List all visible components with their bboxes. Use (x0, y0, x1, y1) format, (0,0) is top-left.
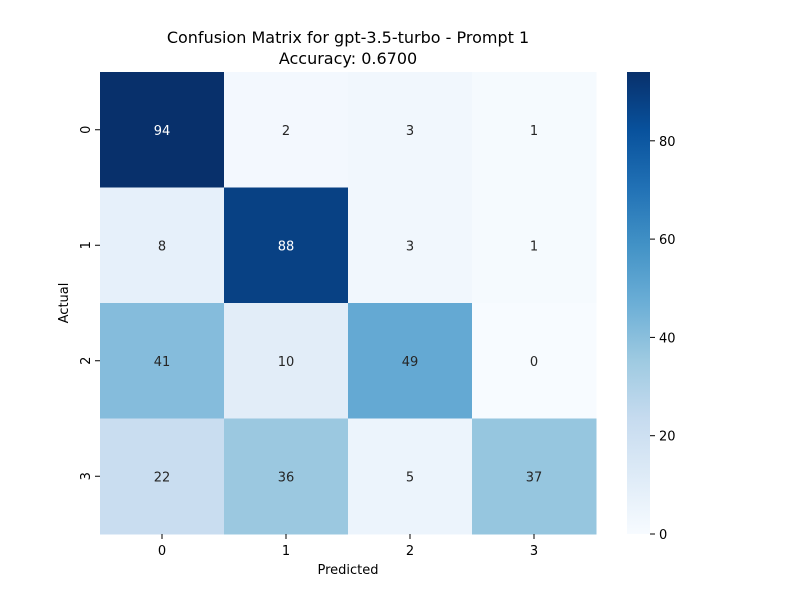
y-tick-label: 2 (79, 357, 94, 365)
colorbar-tick-label: 80 (659, 135, 676, 150)
cell-value-label: 1 (530, 239, 538, 254)
heatmap-cell-1-3 (472, 187, 597, 304)
heatmap-cell-1-1 (224, 187, 349, 304)
heatmap-cells (100, 72, 597, 535)
cell-value-label: 0 (530, 355, 538, 370)
cell-value-label: 2 (282, 124, 290, 139)
heatmap-cell-2-3 (472, 303, 597, 419)
x-tick-label: 0 (158, 544, 166, 559)
colorbar (627, 72, 650, 534)
x-tick-label: 2 (406, 544, 414, 559)
heatmap-cell-2-0 (100, 303, 225, 419)
heatmap-cell-labels: 94 2 3 18 88 3 141 10 49 022 36 5 37 (154, 124, 543, 486)
heatmap-cell-3-2 (348, 418, 473, 535)
y-axis-label: Actual (57, 283, 72, 324)
cell-value-label: 94 (154, 124, 171, 139)
y-tick-label: 3 (79, 472, 94, 480)
heatmap-cell-2-2 (348, 303, 473, 419)
heatmap-cell-0-2 (348, 72, 473, 188)
cell-value-label: 41 (154, 355, 171, 370)
cell-value-label: 8 (158, 239, 166, 254)
heatmap-cell-0-3 (472, 72, 597, 188)
cell-value-label: 1 (530, 124, 538, 139)
chart-title: Confusion Matrix for gpt-3.5-turbo - Pro… (167, 28, 529, 47)
x-tick-label: 1 (282, 544, 290, 559)
colorbar-ticks: 0 20 40 60 80 (650, 135, 676, 543)
heatmap-cell-0-0 (100, 72, 225, 188)
heatmap-cell-0-1 (224, 72, 349, 188)
chart-subtitle: Accuracy: 0.6700 (279, 49, 417, 68)
heatmap-cell-3-0 (100, 418, 225, 535)
cell-value-label: 10 (278, 355, 295, 370)
cell-value-label: 88 (278, 239, 295, 254)
colorbar-tick-label: 20 (659, 430, 676, 445)
cell-value-label: 49 (402, 355, 419, 370)
cell-value-label: 37 (526, 470, 543, 485)
y-tick-label: 0 (79, 126, 94, 134)
cell-value-label: 36 (278, 470, 295, 485)
y-tick-label: 1 (79, 241, 94, 249)
heatmap-cell-3-3 (472, 418, 597, 535)
colorbar-tick-label: 0 (659, 528, 667, 543)
x-axis-ticks: 0 1 2 3 (158, 534, 538, 559)
heatmap-cell-3-1 (224, 418, 349, 535)
x-tick-label: 3 (530, 544, 538, 559)
colorbar-tick-label: 40 (659, 331, 676, 346)
cell-value-label: 3 (406, 124, 414, 139)
heatmap-cell-1-2 (348, 187, 473, 304)
cell-value-label: 3 (406, 239, 414, 254)
cell-value-label: 5 (406, 470, 414, 485)
cell-value-label: 22 (154, 470, 171, 485)
heatmap-cell-1-0 (100, 187, 225, 304)
x-axis-label: Predicted (317, 563, 378, 578)
heatmap-cell-2-1 (224, 303, 349, 419)
colorbar-tick-label: 60 (659, 233, 676, 248)
y-axis-ticks: 0 1 2 3 (79, 126, 100, 480)
